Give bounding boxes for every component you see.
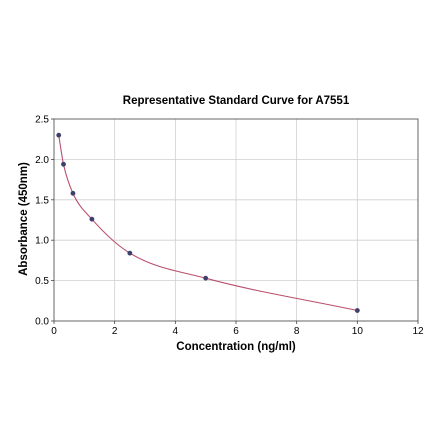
axis-ticks: [51, 118, 419, 324]
data-point: [354, 308, 360, 313]
x-tick-label: 8: [294, 326, 300, 337]
y-tick-label: 0.5: [35, 276, 49, 287]
fit-curve: [58, 135, 358, 312]
y-tick-label: 2.5: [35, 115, 49, 126]
data-points: [56, 132, 360, 313]
data-point: [89, 216, 95, 222]
y-tick-label: 2.0: [35, 155, 49, 166]
y-tick-labels: 0.0 0.5 1.0 1.5 2.0 2.5: [35, 115, 49, 328]
x-tick-label: 6: [233, 326, 239, 337]
data-point: [61, 161, 66, 167]
x-tick-label: 12: [412, 326, 424, 337]
x-axis-label: Concentration (ng/ml): [176, 341, 296, 353]
data-point: [203, 275, 209, 281]
y-axis-label: Absorbance (450nm): [18, 162, 30, 276]
x-tick-label: 2: [112, 326, 118, 337]
x-tick-label: 4: [173, 326, 179, 337]
x-tick-label: 0: [51, 326, 57, 337]
data-point: [70, 190, 76, 196]
data-point: [127, 250, 133, 256]
chart-title: Representative Standard Curve for A7551: [123, 95, 350, 107]
x-tick-labels: 0 2 4 6 8 10 12: [51, 326, 424, 337]
x-tick-label: 10: [352, 326, 364, 337]
y-tick-label: 0.0: [35, 317, 49, 328]
grid-lines: [54, 119, 418, 321]
data-point: [56, 132, 62, 138]
y-tick-label: 1.5: [35, 195, 49, 206]
y-tick-label: 1.0: [35, 236, 49, 247]
